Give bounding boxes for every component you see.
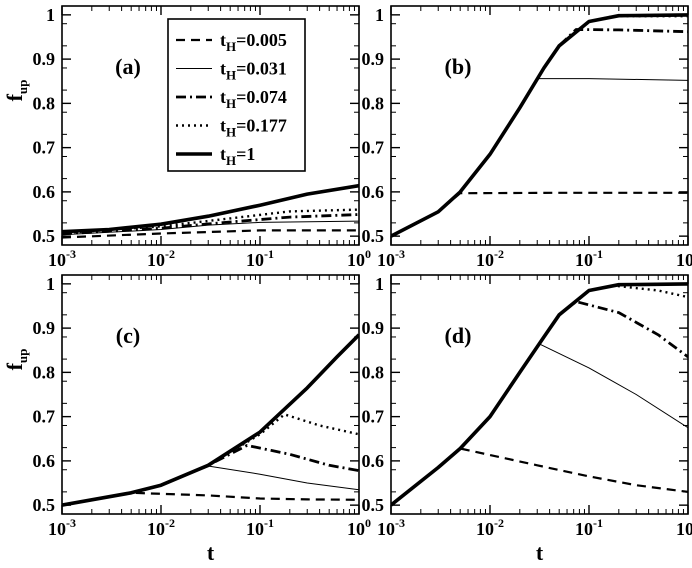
- x-tick-label: 10-2: [476, 516, 504, 539]
- legend-entry: tH=1: [220, 144, 255, 168]
- y-tick-label: 0.6: [362, 182, 385, 202]
- series-line-dashed: [391, 447, 688, 506]
- y-tick-label: 0.7: [362, 407, 385, 427]
- axes-frame: [61, 274, 360, 515]
- y-tick-label: 0.9: [362, 49, 385, 69]
- y-tick-label: 0.8: [33, 362, 56, 382]
- y-tick-label: 1: [46, 5, 55, 25]
- x-tick-label: 10-1: [246, 247, 274, 270]
- y-tick-label: 0.5: [33, 226, 56, 246]
- legend-entry: tH=0.031: [220, 59, 287, 83]
- panel-label: (b): [445, 54, 472, 79]
- x-tick-label: 10-2: [147, 516, 175, 539]
- x-tick-label: 10-1: [575, 516, 603, 539]
- y-tick-label: 0.9: [362, 318, 385, 338]
- y-tick-label: 0.9: [33, 318, 56, 338]
- y-tick-label: 0.5: [362, 226, 385, 246]
- x-tick-label: 10-3: [377, 247, 405, 270]
- legend-entry: tH=0.074: [220, 87, 287, 111]
- x-tick-label: 100: [347, 247, 371, 270]
- y-tick-label: 1: [375, 5, 384, 25]
- axes-frame: [61, 5, 360, 246]
- y-tick-label: 0.7: [33, 407, 56, 427]
- y-tick-label: 0.5: [33, 495, 56, 515]
- panel-label: (c): [116, 323, 140, 348]
- y-tick-label: 0.6: [362, 451, 385, 471]
- series-line-dashdot: [391, 28, 688, 238]
- x-tick-label: 100: [676, 516, 692, 539]
- x-tick-label: 10-2: [147, 247, 175, 270]
- panel-label: (a): [115, 54, 141, 79]
- y-tick-label: 0.8: [362, 362, 385, 382]
- y-tick-label: 1: [46, 274, 55, 294]
- series-line-thin: [62, 465, 359, 506]
- y-axis-label: fup: [2, 80, 30, 102]
- x-tick-label: 10-1: [575, 247, 603, 270]
- series-line-thick: [391, 282, 688, 507]
- series-line-dashdot: [62, 213, 359, 236]
- x-tick-label: 10-1: [246, 516, 274, 539]
- y-tick-label: 1: [375, 274, 384, 294]
- y-tick-label: 0.8: [33, 93, 56, 113]
- axes-frame: [390, 274, 689, 515]
- series-line-dotted: [391, 15, 688, 238]
- panel-2: 10-3 10-2 10-1 100 0.5 0.6 0.7 0.8 0.9 1 (c) fup t: [2, 274, 371, 565]
- x-tick-label: 10-3: [377, 516, 405, 539]
- series-line-thick: [62, 183, 359, 234]
- x-tick-label: 10-2: [476, 247, 504, 270]
- series-line-dotted: [391, 284, 688, 507]
- legend-box: [167, 18, 306, 172]
- series-line-thick: [62, 333, 359, 507]
- y-tick-label: 0.5: [362, 495, 385, 515]
- axes-frame: [390, 5, 689, 246]
- x-tick-label: 10-3: [48, 516, 76, 539]
- y-tick-label: 0.7: [362, 138, 385, 158]
- y-tick-label: 0.6: [33, 182, 56, 202]
- legend-entry: tH=0.005: [220, 30, 287, 54]
- series-line-dashed: [62, 229, 359, 239]
- x-tick-label: 10-3: [48, 247, 76, 270]
- legend-entry: tH=0.177: [220, 116, 287, 140]
- y-tick-label: 0.6: [33, 451, 56, 471]
- panel-3: 10-3 10-2 10-1 100 0.5 0.6 0.7 0.8 0.9 1 (d) t: [362, 274, 692, 565]
- series-line-thin: [391, 343, 688, 506]
- panel-0: 10-3 10-2 10-1 100 0.5 0.6 0.7 0.8 0.9 1 (a) fup tH=…: [2, 5, 371, 270]
- y-tick-label: 0.7: [33, 138, 56, 158]
- y-axis-label: fup: [2, 349, 30, 371]
- series-line-thick: [391, 13, 688, 238]
- series-line-dashed: [62, 491, 359, 507]
- panel-1: 10-3 10-2 10-1 100 0.5 0.6 0.7 0.8 0.9 1 (b): [362, 5, 692, 270]
- x-tick-label: 100: [676, 247, 692, 270]
- x-axis-label: t: [207, 540, 215, 565]
- panel-label: (d): [445, 323, 472, 348]
- x-axis-label: t: [536, 540, 544, 565]
- series-line-dashdot: [391, 300, 688, 507]
- y-tick-label: 0.8: [362, 93, 385, 113]
- y-tick-label: 0.9: [33, 49, 56, 69]
- x-tick-label: 100: [347, 516, 371, 539]
